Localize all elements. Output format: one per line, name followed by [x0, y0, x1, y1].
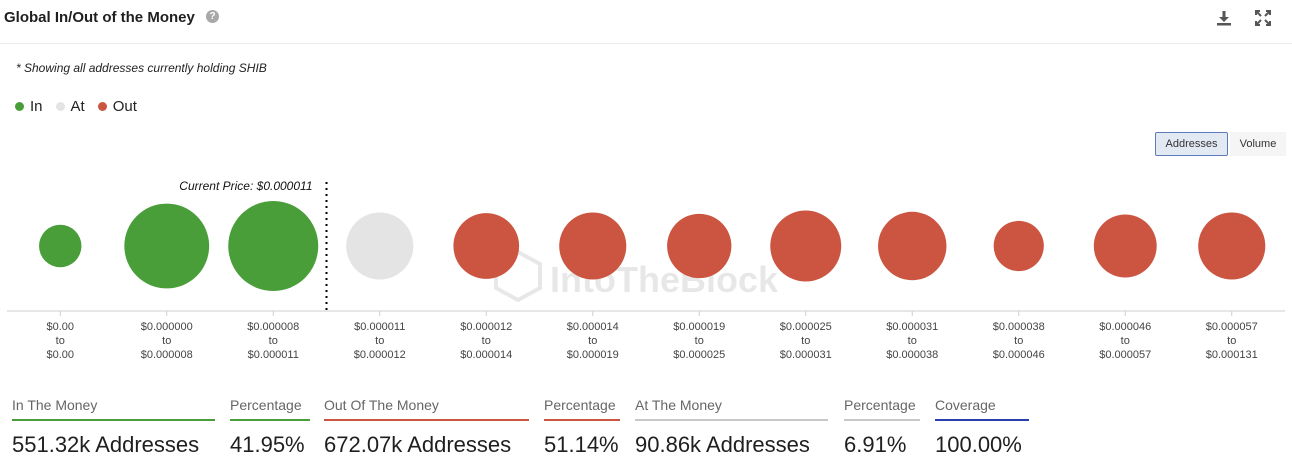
- x-tick-label-to: $0.000025: [673, 349, 725, 361]
- bubble-out[interactable]: [667, 213, 732, 279]
- watermark: IntoTheBlock: [494, 249, 779, 303]
- holding-note: * Showing all addresses currently holdin…: [16, 61, 267, 75]
- x-tick-label-from: $0.000011: [354, 321, 405, 333]
- legend-out-label: Out: [112, 97, 137, 115]
- chart-title: Global In/Out of the Money: [4, 9, 195, 26]
- x-tick-label-from: $0.000057: [1206, 321, 1258, 333]
- x-tick-label-connector: to: [1121, 335, 1130, 347]
- legend-out-dot: [97, 101, 107, 111]
- stat-coverage: Coverage 100.00%: [935, 395, 1029, 458]
- stat-at-the-money-value: 90.86k Addresses: [635, 432, 810, 457]
- download-icon[interactable]: [1215, 9, 1233, 27]
- legend-at-label: At: [70, 97, 85, 115]
- summary-stats: In The Money 551.32k Addresses Percentag…: [0, 395, 1292, 474]
- stat-out-of-the-money-label: Out Of The Money: [324, 395, 529, 421]
- stat-in-the-money: In The Money 551.32k Addresses: [12, 395, 215, 458]
- bubble-out[interactable]: [993, 220, 1044, 272]
- stat-out-percentage: Percentage 51.14%: [544, 395, 620, 458]
- expand-icon[interactable]: [1254, 9, 1272, 27]
- x-tick-label-from: $0.000014: [567, 321, 619, 333]
- stat-out-percentage-label: Percentage: [544, 395, 620, 421]
- current-price-label: Current Price: $0.000011: [179, 179, 312, 193]
- stat-at-the-money: At The Money 90.86k Addresses: [635, 395, 828, 458]
- bubble-out[interactable]: [453, 213, 520, 279]
- x-tick-label-from: $0.000012: [460, 321, 512, 333]
- x-tick-label-connector: to: [908, 335, 917, 347]
- legend-in[interactable]: In: [15, 98, 43, 115]
- x-tick-label-to: $0.000019: [567, 349, 619, 361]
- bubble-in[interactable]: [39, 224, 82, 268]
- x-tick-label-to: $0.00: [46, 349, 74, 361]
- stat-out-of-the-money-value: 672.07k Addresses: [324, 432, 512, 457]
- bubble-in[interactable]: [228, 201, 319, 291]
- x-tick-label-from: $0.00: [46, 321, 74, 333]
- stat-out-percentage-value: 51.14%: [544, 432, 619, 457]
- x-tick-label-from: $0.000008: [247, 321, 299, 333]
- stat-in-the-money-label: In The Money: [12, 395, 215, 421]
- legend-at[interactable]: At: [55, 97, 85, 115]
- bubble-in[interactable]: [124, 203, 210, 289]
- x-tick-label-to: $0.000038: [886, 349, 938, 361]
- x-tick-label-to: $0.000046: [993, 349, 1045, 361]
- stat-coverage-label: Coverage: [935, 395, 1029, 421]
- x-tick-label-from: $0.000031: [886, 321, 938, 333]
- stat-at-percentage-value: 6.91%: [844, 432, 907, 457]
- help-icon[interactable]: ?: [206, 10, 219, 23]
- stat-in-percentage-label: Percentage: [230, 395, 310, 421]
- x-tick-label-connector: to: [801, 335, 810, 347]
- stat-in-percentage-value: 41.95%: [230, 432, 305, 457]
- x-tick-label-connector: to: [588, 335, 597, 347]
- legend-in-label: In: [30, 97, 43, 115]
- bubble-at[interactable]: [346, 212, 414, 280]
- x-tick-label-connector: to: [375, 335, 384, 347]
- x-tick-label-connector: to: [1227, 335, 1236, 347]
- x-tick-label-from: $0.000046: [1099, 321, 1151, 333]
- stat-at-the-money-label: At The Money: [635, 395, 828, 421]
- x-tick-label-to: $0.000057: [1099, 349, 1151, 361]
- volume-toggle[interactable]: Volume: [1230, 132, 1286, 156]
- bubble-out[interactable]: [878, 211, 947, 281]
- chart-header: Global In/Out of the Money ?: [0, 0, 1292, 44]
- bubble-out[interactable]: [1093, 214, 1157, 278]
- bubble-out[interactable]: [770, 210, 842, 282]
- x-tick-label-to: $0.000131: [1206, 349, 1258, 361]
- x-tick-label-to: $0.000012: [354, 349, 406, 361]
- legend-in-dot: [15, 101, 24, 111]
- x-tick-label-from: $0.000025: [780, 321, 832, 333]
- stat-in-percentage: Percentage 41.95%: [230, 395, 310, 458]
- x-tick-label-connector: to: [162, 335, 171, 347]
- x-tick-label-to: $0.000011: [248, 349, 299, 361]
- stat-coverage-value: 100.00%: [935, 432, 1022, 457]
- bubble-chart: IntoTheBlock $0.00 to $0.00 $0.000000 to $0.00…: [7, 179, 1285, 361]
- chart-legend: In At Out: [15, 97, 150, 115]
- legend-at-dot: [55, 101, 65, 111]
- bubble-out[interactable]: [1198, 212, 1266, 280]
- x-tick-label-from: $0.000000: [141, 321, 193, 333]
- x-tick-label-to: $0.000031: [780, 349, 832, 361]
- stat-at-percentage-label: Percentage: [844, 395, 920, 421]
- stat-at-percentage: Percentage 6.91%: [844, 395, 920, 458]
- x-tick-label-connector: to: [1014, 335, 1023, 347]
- legend-out[interactable]: Out: [97, 97, 137, 115]
- x-tick-label-connector: to: [56, 335, 65, 347]
- bubble-out[interactable]: [559, 212, 627, 280]
- addresses-toggle[interactable]: Addresses: [1155, 132, 1228, 156]
- x-tick-label-connector: to: [269, 335, 278, 347]
- stat-in-the-money-value: 551.32k Addresses: [12, 432, 200, 457]
- x-tick-label-to: $0.000014: [460, 349, 512, 361]
- x-tick-label-connector: to: [695, 335, 704, 347]
- x-tick-label-connector: to: [482, 335, 491, 347]
- stat-out-of-the-money: Out Of The Money 672.07k Addresses: [324, 395, 529, 458]
- x-tick-label-from: $0.000038: [993, 321, 1045, 333]
- x-tick-label-from: $0.000019: [673, 321, 725, 333]
- x-tick-label-to: $0.000008: [141, 349, 193, 361]
